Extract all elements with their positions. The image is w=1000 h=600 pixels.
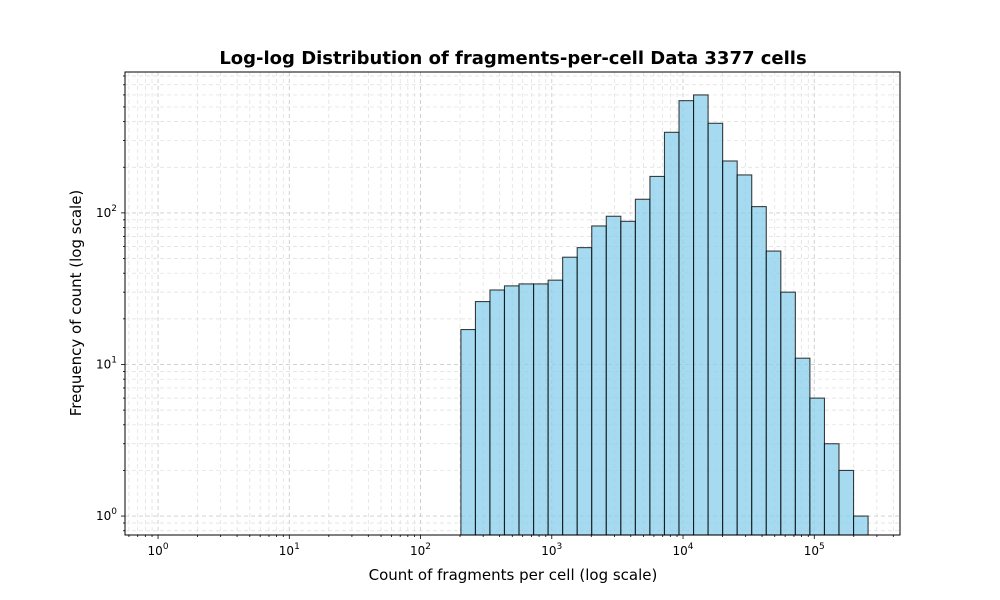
histogram-bar bbox=[736, 174, 753, 536]
histogram-bar bbox=[562, 256, 578, 536]
y-tick-label: 100 bbox=[96, 507, 117, 523]
histogram-bar bbox=[620, 220, 636, 536]
histogram-bar bbox=[663, 131, 680, 536]
histogram-bar bbox=[678, 100, 695, 536]
histogram-bar bbox=[518, 283, 535, 536]
histogram-bars bbox=[460, 94, 869, 536]
histogram-bar bbox=[722, 160, 738, 536]
histogram-bar bbox=[838, 469, 855, 536]
x-axis-label: Count of fragments per cell (log scale) bbox=[369, 566, 658, 584]
x-tick-label: 103 bbox=[541, 542, 562, 558]
histogram-bar bbox=[460, 328, 476, 536]
histogram-bar bbox=[809, 397, 826, 536]
y-tick-label: 101 bbox=[96, 355, 117, 371]
histogram-bar bbox=[547, 279, 564, 536]
chart-title: Log-log Distribution of fragments-per-ce… bbox=[219, 48, 806, 69]
histogram-bar bbox=[605, 215, 622, 536]
histogram-bar bbox=[474, 301, 491, 536]
x-tick-label: 104 bbox=[673, 542, 694, 558]
x-tick-label: 105 bbox=[804, 542, 825, 558]
histogram-bar bbox=[649, 175, 666, 536]
histogram-bar bbox=[765, 250, 782, 536]
y-axis-label: Frequency of count (log scale) bbox=[67, 190, 85, 417]
histogram-bar bbox=[489, 289, 506, 536]
histogram-bar bbox=[503, 285, 520, 536]
histogram-bar bbox=[780, 291, 796, 536]
x-tick-label: 100 bbox=[148, 542, 169, 558]
histogram-bar bbox=[576, 247, 593, 536]
axis-ticks: 100 101 102 103 104 105 100 101 102 bbox=[96, 75, 894, 558]
histogram-bar bbox=[852, 515, 869, 536]
histogram-bar bbox=[823, 443, 840, 536]
y-tick-label: 102 bbox=[96, 204, 117, 220]
histogram-bar bbox=[693, 94, 709, 536]
histogram-bar bbox=[533, 283, 549, 536]
histogram-bar bbox=[794, 357, 811, 536]
histogram-bar bbox=[707, 122, 724, 536]
histogram-bar bbox=[591, 225, 607, 536]
histogram-bar bbox=[751, 206, 767, 536]
x-tick-label: 101 bbox=[279, 542, 300, 558]
x-tick-label: 102 bbox=[410, 542, 431, 558]
histogram-bar bbox=[634, 198, 651, 536]
